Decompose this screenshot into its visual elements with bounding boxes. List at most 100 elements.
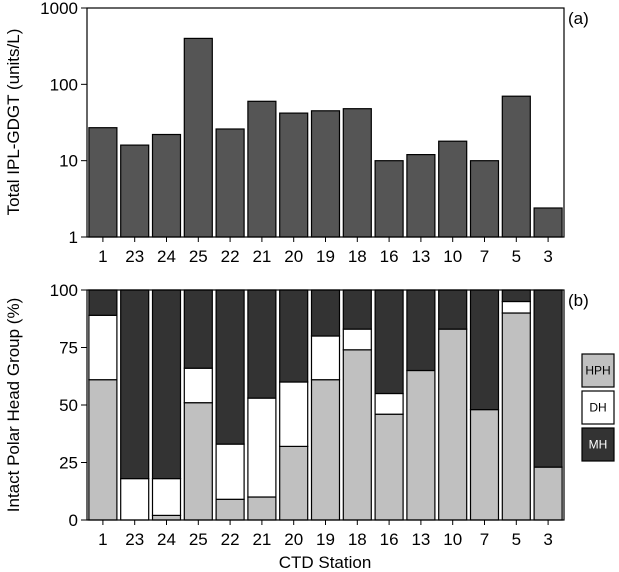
- panel-b-bar-1-hph: [88, 379, 118, 521]
- panel-b-y-tick-label: 25: [59, 454, 78, 473]
- panel-a-y-tick-label: 100: [50, 75, 78, 94]
- panel-b-x-tick-label: 20: [284, 530, 303, 549]
- panel-a-bar-3: [533, 207, 563, 238]
- panel-b-bar-20-hph: [279, 445, 309, 521]
- panel-a-bar-25: [183, 37, 213, 238]
- panel-a-bar-24: [151, 133, 182, 238]
- panel-a-bar-5: [501, 95, 531, 238]
- panel-b-bar-24-hph: [151, 514, 182, 521]
- panel-a-x-tick-label: 19: [316, 247, 335, 266]
- panel-b-bar-19-mh: [310, 289, 341, 337]
- panel-a-bar-22: [215, 128, 245, 238]
- panel-b-bars: [88, 289, 563, 521]
- panel-b-bar-24-dh: [151, 478, 182, 517]
- panel-b-x-tick-label: 5: [512, 530, 521, 549]
- panel-a-y-axis: 1 10 100 1000: [40, 0, 87, 247]
- panel-b-bar-21-hph: [247, 496, 277, 521]
- panel-b-x-tick-label: 3: [543, 530, 552, 549]
- panel-b-y-tick-label: 100: [50, 281, 78, 300]
- panel-b-y-tick-label: 50: [59, 396, 78, 415]
- panel-b-x-tick-label: 10: [443, 530, 462, 549]
- legend-swatch-hph: [581, 353, 615, 388]
- panel-b-bar-13-mh: [406, 289, 436, 372]
- panel-b-x-tick-label: 23: [125, 530, 144, 549]
- panel-a-bar-13: [406, 154, 436, 238]
- panel-a-x-tick-label: 22: [221, 247, 240, 266]
- panel-b-x-tick-label: 1: [98, 530, 107, 549]
- panel-a-x-tick-label: 10: [443, 247, 462, 266]
- panel-a-x-tick-label: 1: [98, 247, 107, 266]
- panel-b-bar-7-mh: [469, 289, 500, 411]
- panel-b-bar-13-hph: [406, 369, 436, 521]
- panel-a-x-axis: 1 23 24 25 22 21 20 19 18 16 13 10 7 5 3: [98, 237, 553, 266]
- panel-b-x-tick-label: 18: [348, 530, 367, 549]
- panel-a-y-tick-label: 1000: [40, 0, 78, 18]
- panel-a-y-tick-label: 1: [69, 228, 78, 247]
- panel-a-label: (a): [568, 9, 589, 28]
- panel-b-bar-22-dh: [215, 443, 245, 500]
- panel-b-bar-10-hph: [438, 328, 468, 521]
- panel-b-bar-3-hph: [533, 466, 563, 521]
- panel-b-y-axis: 0 25 50 75 100: [50, 281, 87, 530]
- panel-a-x-tick-label: 18: [348, 247, 367, 266]
- legend-swatch-mh: [581, 427, 615, 462]
- panel-b-bar-3-mh: [533, 289, 563, 468]
- panel-a-x-tick-label: 20: [284, 247, 303, 266]
- panel-b-bar-10-mh: [438, 289, 468, 330]
- panel-b-bar-25-mh: [183, 289, 213, 369]
- panel-b-bar-20-mh: [279, 289, 309, 383]
- panel-a-bar-7: [469, 160, 500, 238]
- panel-b-bar-18-dh: [342, 328, 372, 351]
- panel-a-bar-10: [438, 140, 468, 238]
- panel-a-bar-18: [342, 108, 372, 238]
- panel-a-x-tick-label: 13: [411, 247, 430, 266]
- panel-a-x-tick-label: 7: [480, 247, 489, 266]
- panel-a-bar-16: [374, 160, 404, 238]
- panel-b-bar-22-mh: [215, 289, 245, 445]
- panel-b-bar-1-mh: [88, 289, 118, 316]
- panel-a-chart: 1 10 100 1000 1 23 24 25 22 21 20 19 18 16 13 10 7 5 3 To…: [4, 0, 589, 266]
- panel-a-bar-20: [279, 112, 309, 238]
- panel-b-x-tick-label: 13: [411, 530, 430, 549]
- legend-swatch-dh: [581, 390, 615, 425]
- panel-b-y-tick-label: 75: [59, 339, 78, 358]
- panel-a-x-tick-label: 25: [189, 247, 208, 266]
- panel-b-bar-24-mh: [151, 289, 182, 480]
- panel-b-bar-16-mh: [374, 289, 404, 395]
- panel-b-x-tick-label: 21: [252, 530, 271, 549]
- panel-b-bar-16-dh: [374, 392, 404, 415]
- panel-b-bar-20-dh: [279, 381, 309, 448]
- panel-b-x-tick-label: 19: [316, 530, 335, 549]
- panel-b-bar-5-mh: [501, 289, 531, 303]
- panel-a-x-tick-label: 23: [125, 247, 144, 266]
- panel-b-bar-25-dh: [183, 367, 213, 404]
- panel-a-y-axis-title: Total IPL-GDGT (units/L): [4, 29, 23, 216]
- panel-b-bar-22-hph: [215, 498, 245, 521]
- panel-a-x-tick-label: 5: [512, 247, 521, 266]
- panel-b-x-tick-label: 24: [157, 530, 176, 549]
- panel-b-bar-21-mh: [247, 289, 277, 399]
- panel-a-bar-1: [88, 127, 118, 238]
- panel-b-legend: HPH DH MH: [581, 353, 615, 462]
- panel-a-bar-23: [120, 144, 150, 238]
- panel-b-bar-19-hph: [310, 379, 341, 521]
- panel-b-bar-25-hph: [183, 402, 213, 521]
- panel-b-bar-23-dh: [120, 478, 150, 521]
- panel-b-x-tick-label: 7: [480, 530, 489, 549]
- panel-b-bar-18-hph: [342, 349, 372, 521]
- panel-b-bar-7-hph: [469, 409, 500, 521]
- panel-b-bar-21-dh: [247, 397, 277, 498]
- panel-b-x-tick-label: 22: [221, 530, 240, 549]
- panel-b-x-tick-label: 16: [380, 530, 399, 549]
- panel-b-bar-19-dh: [310, 335, 341, 381]
- legend-label-dh: DH: [589, 401, 606, 415]
- panel-a-bars: [88, 37, 563, 238]
- panel-b-x-axis: 1 23 24 25 22 21 20 19 18 16 13 10 7 5 3: [98, 520, 553, 549]
- panel-b-y-tick-label: 0: [69, 511, 78, 530]
- panel-b-bar-1-dh: [88, 314, 118, 381]
- panel-b-bar-5-dh: [501, 300, 531, 314]
- panel-a-y-tick-label: 10: [59, 152, 78, 171]
- panel-b-bar-16-hph: [374, 413, 404, 521]
